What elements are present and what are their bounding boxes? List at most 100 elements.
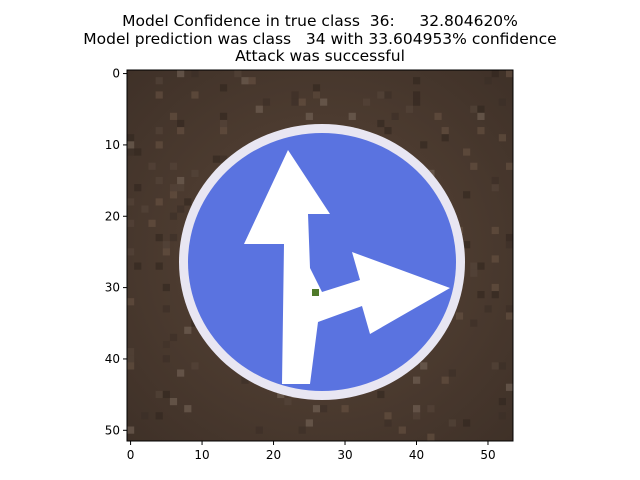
texture-pixel	[505, 162, 513, 170]
texture-pixel	[448, 369, 456, 377]
texture-pixel	[441, 134, 449, 142]
texture-pixel	[498, 412, 506, 420]
x-tick-label: 40	[409, 448, 424, 462]
texture-pixel	[155, 390, 163, 399]
texture-pixel	[177, 127, 185, 135]
texture-pixel	[413, 77, 421, 85]
texture-pixel	[484, 77, 492, 85]
texture-pixel	[312, 405, 321, 413]
texture-pixel	[477, 262, 485, 270]
texture-pixel	[177, 176, 185, 185]
texture-pixel	[413, 98, 421, 106]
texture-pixel	[491, 226, 499, 235]
texture-pixel	[127, 298, 135, 306]
texture-pixel	[277, 390, 285, 399]
texture-pixel	[413, 376, 421, 384]
texture-pixel	[191, 362, 199, 370]
texture-pixel	[169, 397, 178, 406]
y-tick-label: 50	[105, 423, 120, 437]
texture-pixel	[384, 412, 392, 420]
texture-pixel	[134, 184, 142, 192]
texture-pixel	[420, 362, 428, 370]
texture-pixel	[141, 205, 149, 213]
texture-pixel	[491, 176, 499, 185]
texture-pixel	[155, 91, 163, 99]
texture-pixel	[505, 233, 513, 242]
texture-pixel	[420, 141, 428, 149]
x-axis: 0 10 20 30 40 50	[127, 441, 496, 462]
title-line-confidence: Model Confidence in true class 36: 32.80…	[122, 12, 518, 30]
texture-pixel	[169, 162, 178, 170]
texture-pixel	[498, 98, 506, 106]
y-tick-label: 20	[105, 209, 120, 223]
sign-image	[127, 70, 513, 441]
texture-pixel	[441, 127, 449, 135]
texture-pixel	[191, 70, 199, 78]
texture-pixel	[155, 262, 163, 270]
x-tick-label: 10	[194, 448, 209, 462]
texture-pixel	[155, 127, 163, 135]
texture-pixel	[141, 412, 149, 420]
texture-pixel	[391, 112, 399, 120]
texture-pixel	[184, 405, 192, 413]
texture-pixel	[298, 98, 306, 106]
texture-pixel	[312, 91, 321, 99]
sign-body	[188, 133, 456, 391]
texture-pixel	[413, 91, 421, 99]
texture-pixel	[441, 376, 449, 384]
texture-pixel	[463, 191, 471, 199]
texture-pixel	[498, 397, 506, 406]
texture-pixel	[127, 426, 135, 434]
y-axis: 0 10 20 30 40 50	[105, 67, 127, 437]
texture-pixel	[184, 198, 192, 206]
texture-pixel	[162, 340, 170, 349]
texture-pixel	[284, 397, 292, 406]
texture-pixel	[155, 77, 163, 85]
axes-frame	[126, 69, 514, 442]
texture-pixel	[212, 155, 220, 163]
texture-pixel	[155, 176, 163, 185]
x-tick-label: 30	[337, 448, 352, 462]
texture-pixel	[470, 319, 478, 327]
texture-pixel	[491, 362, 499, 370]
texture-pixel	[241, 376, 249, 384]
texture-pixel	[455, 312, 464, 320]
texture-pixel	[348, 112, 356, 120]
texture-pixel	[505, 383, 513, 391]
texture-pixel	[491, 291, 499, 299]
texture-pixel	[177, 119, 185, 128]
texture-pixel	[470, 269, 478, 277]
texture-pixel	[448, 419, 456, 427]
texture-pixel	[162, 241, 170, 249]
texture-pixel	[362, 98, 371, 106]
texture-pixel	[127, 198, 135, 206]
texture-pixel	[169, 184, 178, 192]
texture-pixel	[155, 198, 163, 206]
texture-pixel	[162, 355, 170, 363]
texture-pixel	[427, 433, 435, 441]
texture-pixel	[219, 155, 228, 163]
texture-pixel	[505, 70, 513, 78]
texture-pixel	[169, 212, 178, 220]
texture-pixel	[320, 98, 328, 106]
texture-pixel	[127, 362, 135, 370]
texture-pixel	[384, 127, 392, 135]
texture-pixel	[463, 241, 471, 249]
texture-pixel	[169, 333, 178, 342]
texture-pixel	[234, 70, 242, 78]
texture-pixel	[434, 112, 442, 120]
texture-pixel	[384, 419, 392, 427]
texture-pixel	[341, 405, 349, 413]
texture-pixel	[191, 169, 199, 178]
texture-pixel	[127, 219, 135, 227]
x-tick-label: 20	[266, 448, 281, 462]
texture-pixel	[177, 369, 185, 377]
texture-pixel	[127, 134, 135, 142]
texture-pixel	[177, 205, 185, 213]
texture-pixel	[219, 112, 228, 120]
texture-pixel	[127, 355, 135, 363]
y-tick-label: 10	[105, 138, 120, 152]
texture-pixel	[377, 119, 385, 128]
texture-pixel	[484, 305, 492, 313]
